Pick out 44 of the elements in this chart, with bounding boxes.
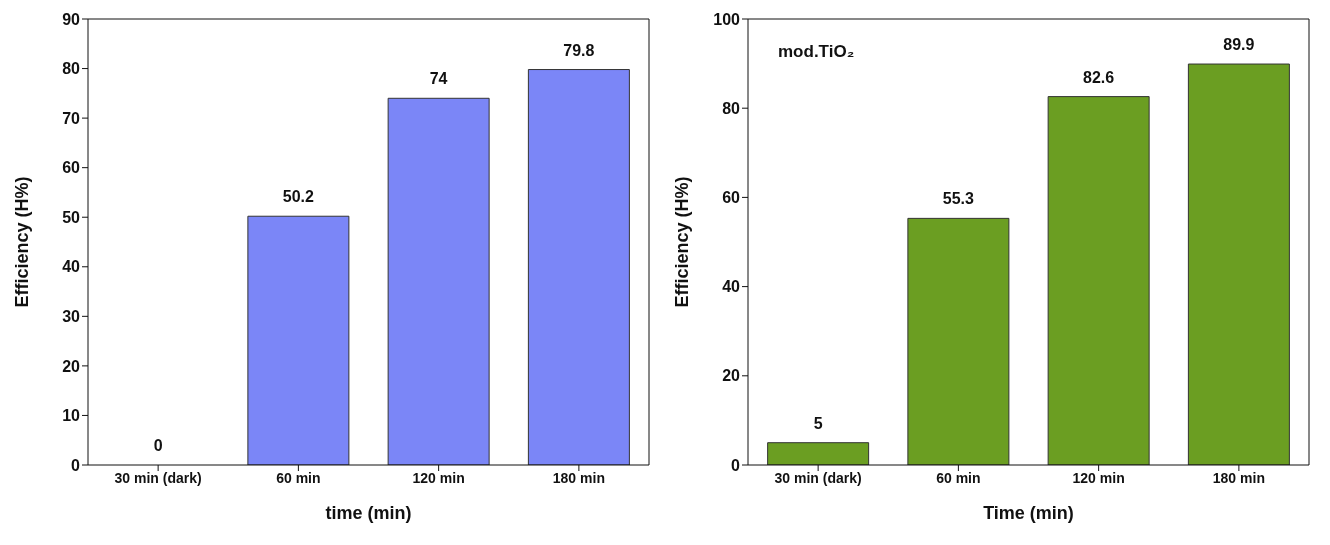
y-tick-label: 80 [62,60,81,78]
data-label: 50.2 [282,188,315,206]
y-tick-label: 40 [62,258,81,276]
y-tick-label: 100 [713,10,741,28]
bar [247,215,350,465]
bar [1187,63,1290,465]
data-label: 82.6 [1083,68,1115,86]
data-label: 79.8 [563,41,595,59]
y-axis-title: Efficiency (H%) [12,176,33,308]
y-tick-label: 20 [62,357,81,375]
y-tick-label: 60 [62,159,81,177]
x-tick-label: 60 min [276,469,321,486]
text: mod.TiO₂ [778,42,855,62]
y-tick-label: 0 [731,456,741,474]
y-tick-label: 50 [62,208,81,226]
y-tick-label: 40 [722,278,741,296]
bar [767,442,870,465]
y-axis-title: Efficiency (H%) [672,176,693,308]
y-tick-label: 90 [62,10,81,28]
y-tick-label: 0 [71,456,81,474]
y-tick-label: 20 [722,367,741,385]
x-tick-label: 120 min [1072,469,1125,486]
bar [1047,96,1150,465]
x-tick-label: 60 min [936,469,981,486]
x-tick-label: 120 min [412,469,465,486]
data-label: 89.9 [1223,36,1255,54]
data-label: 55.3 [942,190,975,208]
x-axis-title: time (min) [325,503,412,523]
y-tick-label: 70 [62,109,81,127]
x-axis-title: Time (min) [983,503,1074,523]
x-tick-label: 30 min (dark) [774,469,862,486]
data-label: 74 [429,70,448,88]
y-tick-label: 80 [722,99,741,117]
y-tick-label: 60 [722,189,741,207]
x-tick-label: 30 min (dark) [114,469,202,486]
bar [907,217,1010,465]
bar [387,97,490,465]
bar [527,69,630,465]
y-tick-label: 10 [62,407,81,425]
x-tick-label: 180 min [552,469,605,486]
data-label: 5 [813,414,823,432]
y-tick-label: 30 [62,308,81,326]
x-tick-label: 180 min [1212,469,1265,486]
data-label: 0 [153,437,163,454]
